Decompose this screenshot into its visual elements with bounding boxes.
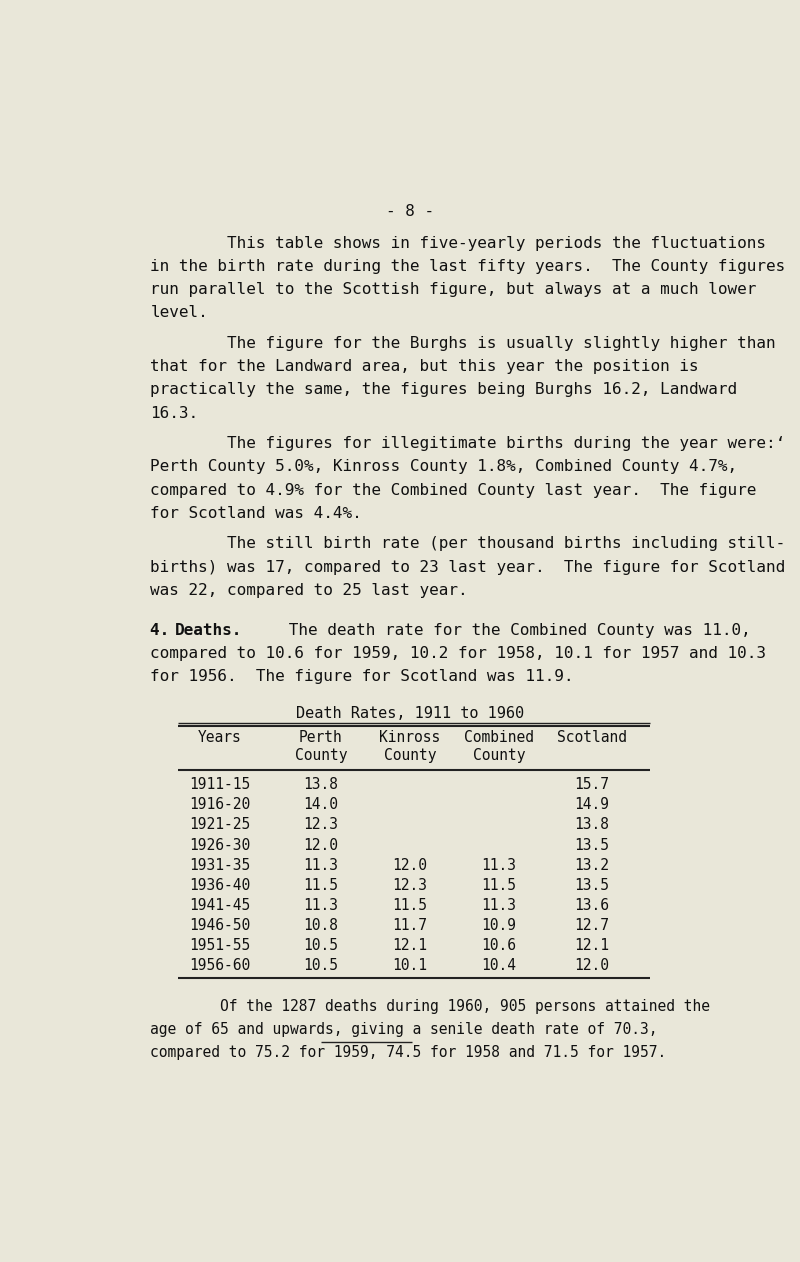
Text: 11.3: 11.3 bbox=[482, 858, 517, 872]
Text: 1936-40: 1936-40 bbox=[190, 877, 250, 892]
Text: 11.3: 11.3 bbox=[482, 897, 517, 912]
Text: Deaths.: Deaths. bbox=[175, 622, 242, 637]
Text: Kinross: Kinross bbox=[379, 729, 441, 745]
Text: Combined: Combined bbox=[464, 729, 534, 745]
Text: compared to 10.6 for 1959, 10.2 for 1958, 10.1 for 1957 and 10.3: compared to 10.6 for 1959, 10.2 for 1958… bbox=[150, 646, 766, 661]
Text: 1921-25: 1921-25 bbox=[190, 818, 250, 833]
Text: The figure for the Burghs is usually slightly higher than: The figure for the Burghs is usually sli… bbox=[150, 336, 776, 351]
Text: level.: level. bbox=[150, 305, 208, 321]
Text: 12.0: 12.0 bbox=[393, 858, 427, 872]
Text: age of 65 and upwards, giving a senile death rate of 70.3,: age of 65 and upwards, giving a senile d… bbox=[150, 1022, 658, 1037]
Text: compared to 75.2 for 1959, 74.5 for 1958 and 71.5 for 1957.: compared to 75.2 for 1959, 74.5 for 1958… bbox=[150, 1045, 666, 1060]
Text: 12.3: 12.3 bbox=[303, 818, 338, 833]
Text: 1956-60: 1956-60 bbox=[190, 958, 250, 973]
Text: Death Rates, 1911 to 1960: Death Rates, 1911 to 1960 bbox=[296, 705, 524, 721]
Text: 13.2: 13.2 bbox=[574, 858, 610, 872]
Text: 14.0: 14.0 bbox=[303, 798, 338, 813]
Text: 11.5: 11.5 bbox=[393, 897, 427, 912]
Text: Of the 1287 deaths during 1960, 905 persons attained the: Of the 1287 deaths during 1960, 905 pers… bbox=[150, 1000, 710, 1015]
Text: Years: Years bbox=[198, 729, 242, 745]
Text: 11.7: 11.7 bbox=[393, 917, 427, 933]
Text: 10.5: 10.5 bbox=[303, 938, 338, 953]
Text: run parallel to the Scottish figure, but always at a much lower: run parallel to the Scottish figure, but… bbox=[150, 283, 757, 298]
Text: 15.7: 15.7 bbox=[574, 777, 610, 793]
Text: 1931-35: 1931-35 bbox=[190, 858, 250, 872]
Text: 10.5: 10.5 bbox=[303, 958, 338, 973]
Text: Perth: Perth bbox=[299, 729, 342, 745]
Text: compared to 4.9% for the Combined County last year.  The figure: compared to 4.9% for the Combined County… bbox=[150, 482, 757, 497]
Text: for Scotland was 4.4%.: for Scotland was 4.4%. bbox=[150, 506, 362, 521]
Text: births) was 17, compared to 23 last year.  The figure for Scotland: births) was 17, compared to 23 last year… bbox=[150, 559, 786, 574]
Text: 12.0: 12.0 bbox=[574, 958, 610, 973]
Text: 1946-50: 1946-50 bbox=[190, 917, 250, 933]
Text: The still birth rate (per thousand births including still-: The still birth rate (per thousand birth… bbox=[150, 536, 786, 551]
Text: 13.5: 13.5 bbox=[574, 877, 610, 892]
Text: 10.6: 10.6 bbox=[482, 938, 517, 953]
Text: County: County bbox=[384, 748, 436, 764]
Text: This table shows in five-yearly periods the fluctuations: This table shows in five-yearly periods … bbox=[150, 236, 766, 251]
Text: 1911-15: 1911-15 bbox=[190, 777, 250, 793]
Text: was 22, compared to 25 last year.: was 22, compared to 25 last year. bbox=[150, 583, 468, 598]
Text: 11.5: 11.5 bbox=[303, 877, 338, 892]
Text: 1951-55: 1951-55 bbox=[190, 938, 250, 953]
Text: The figures for illegitimate births during the year were:‘: The figures for illegitimate births duri… bbox=[150, 437, 786, 452]
Text: 11.3: 11.3 bbox=[303, 897, 338, 912]
Text: 11.3: 11.3 bbox=[303, 858, 338, 872]
Text: 12.7: 12.7 bbox=[574, 917, 610, 933]
Text: 1926-30: 1926-30 bbox=[190, 838, 250, 853]
Text: 16.3.: 16.3. bbox=[150, 405, 198, 420]
Text: in the birth rate during the last fifty years.  The County figures: in the birth rate during the last fifty … bbox=[150, 259, 786, 274]
Text: County: County bbox=[473, 748, 526, 764]
Text: The death rate for the Combined County was 11.0,: The death rate for the Combined County w… bbox=[231, 622, 750, 637]
Text: 1916-20: 1916-20 bbox=[190, 798, 250, 813]
Text: 12.0: 12.0 bbox=[303, 838, 338, 853]
Text: for 1956.  The figure for Scotland was 11.9.: for 1956. The figure for Scotland was 11… bbox=[150, 669, 574, 684]
Text: practically the same, the figures being Burghs 16.2, Landward: practically the same, the figures being … bbox=[150, 382, 738, 398]
Text: 13.6: 13.6 bbox=[574, 897, 610, 912]
Text: 14.9: 14.9 bbox=[574, 798, 610, 813]
Text: County: County bbox=[294, 748, 347, 764]
Text: 11.5: 11.5 bbox=[482, 877, 517, 892]
Text: 10.4: 10.4 bbox=[482, 958, 517, 973]
Text: 10.9: 10.9 bbox=[482, 917, 517, 933]
Text: 4.: 4. bbox=[150, 622, 189, 637]
Text: 12.3: 12.3 bbox=[393, 877, 427, 892]
Text: 10.1: 10.1 bbox=[393, 958, 427, 973]
Text: 13.8: 13.8 bbox=[303, 777, 338, 793]
Text: that for the Landward area, but this year the position is: that for the Landward area, but this yea… bbox=[150, 360, 699, 375]
Text: - 8 -: - 8 - bbox=[386, 203, 434, 218]
Text: Scotland: Scotland bbox=[557, 729, 627, 745]
Text: 10.8: 10.8 bbox=[303, 917, 338, 933]
Text: 12.1: 12.1 bbox=[393, 938, 427, 953]
Text: 13.8: 13.8 bbox=[574, 818, 610, 833]
Text: Perth County 5.0%, Kinross County 1.8%, Combined County 4.7%,: Perth County 5.0%, Kinross County 1.8%, … bbox=[150, 459, 738, 475]
Text: 12.1: 12.1 bbox=[574, 938, 610, 953]
Text: 13.5: 13.5 bbox=[574, 838, 610, 853]
Text: 1941-45: 1941-45 bbox=[190, 897, 250, 912]
